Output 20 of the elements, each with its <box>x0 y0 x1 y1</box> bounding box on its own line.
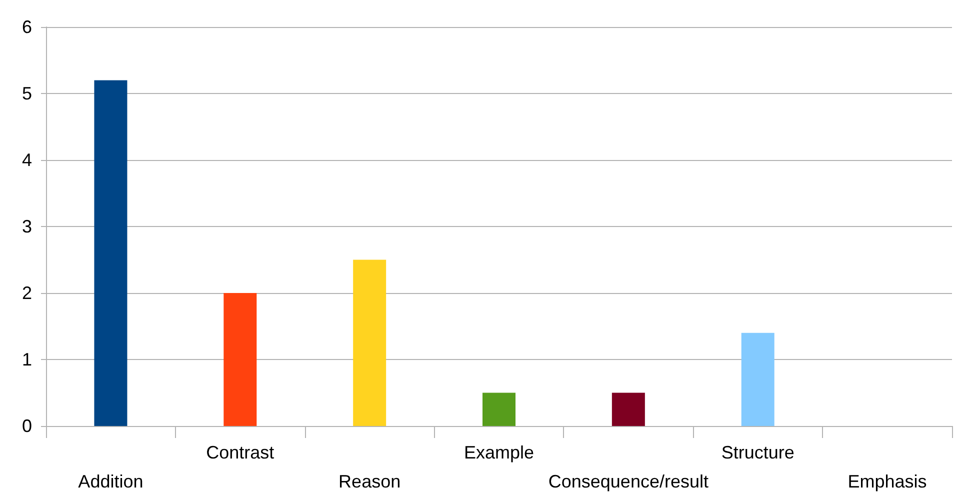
bar <box>741 332 774 426</box>
x-tick-label: Structure <box>721 442 794 462</box>
y-tick-label: 2 <box>22 283 32 303</box>
x-tick-label: Example <box>464 442 534 462</box>
x-tick-label: Reason <box>338 472 401 492</box>
bar <box>94 80 128 426</box>
y-tick-label: 1 <box>22 350 32 370</box>
x-tick-label: Addition <box>78 472 144 492</box>
y-tick-label: 4 <box>22 150 32 170</box>
y-tick-label: 6 <box>22 17 32 37</box>
x-tick-label: Consequence/result <box>548 472 708 492</box>
bar <box>224 293 257 426</box>
x-tick-label: Emphasis <box>848 472 927 492</box>
bar <box>353 260 386 426</box>
y-tick-label: 5 <box>22 84 32 104</box>
bar <box>612 392 645 426</box>
bar <box>482 392 516 426</box>
x-tick-label: Contrast <box>206 442 274 462</box>
y-tick-label: 0 <box>22 416 32 436</box>
y-tick-label: 3 <box>22 216 32 236</box>
